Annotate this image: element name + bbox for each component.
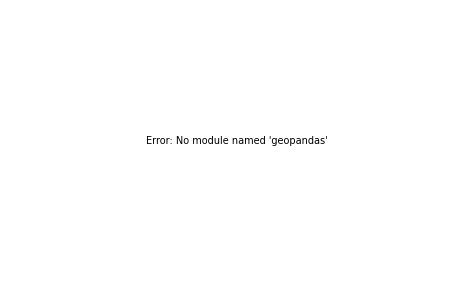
Text: Error: No module named 'geopandas': Error: No module named 'geopandas' [146, 135, 328, 146]
